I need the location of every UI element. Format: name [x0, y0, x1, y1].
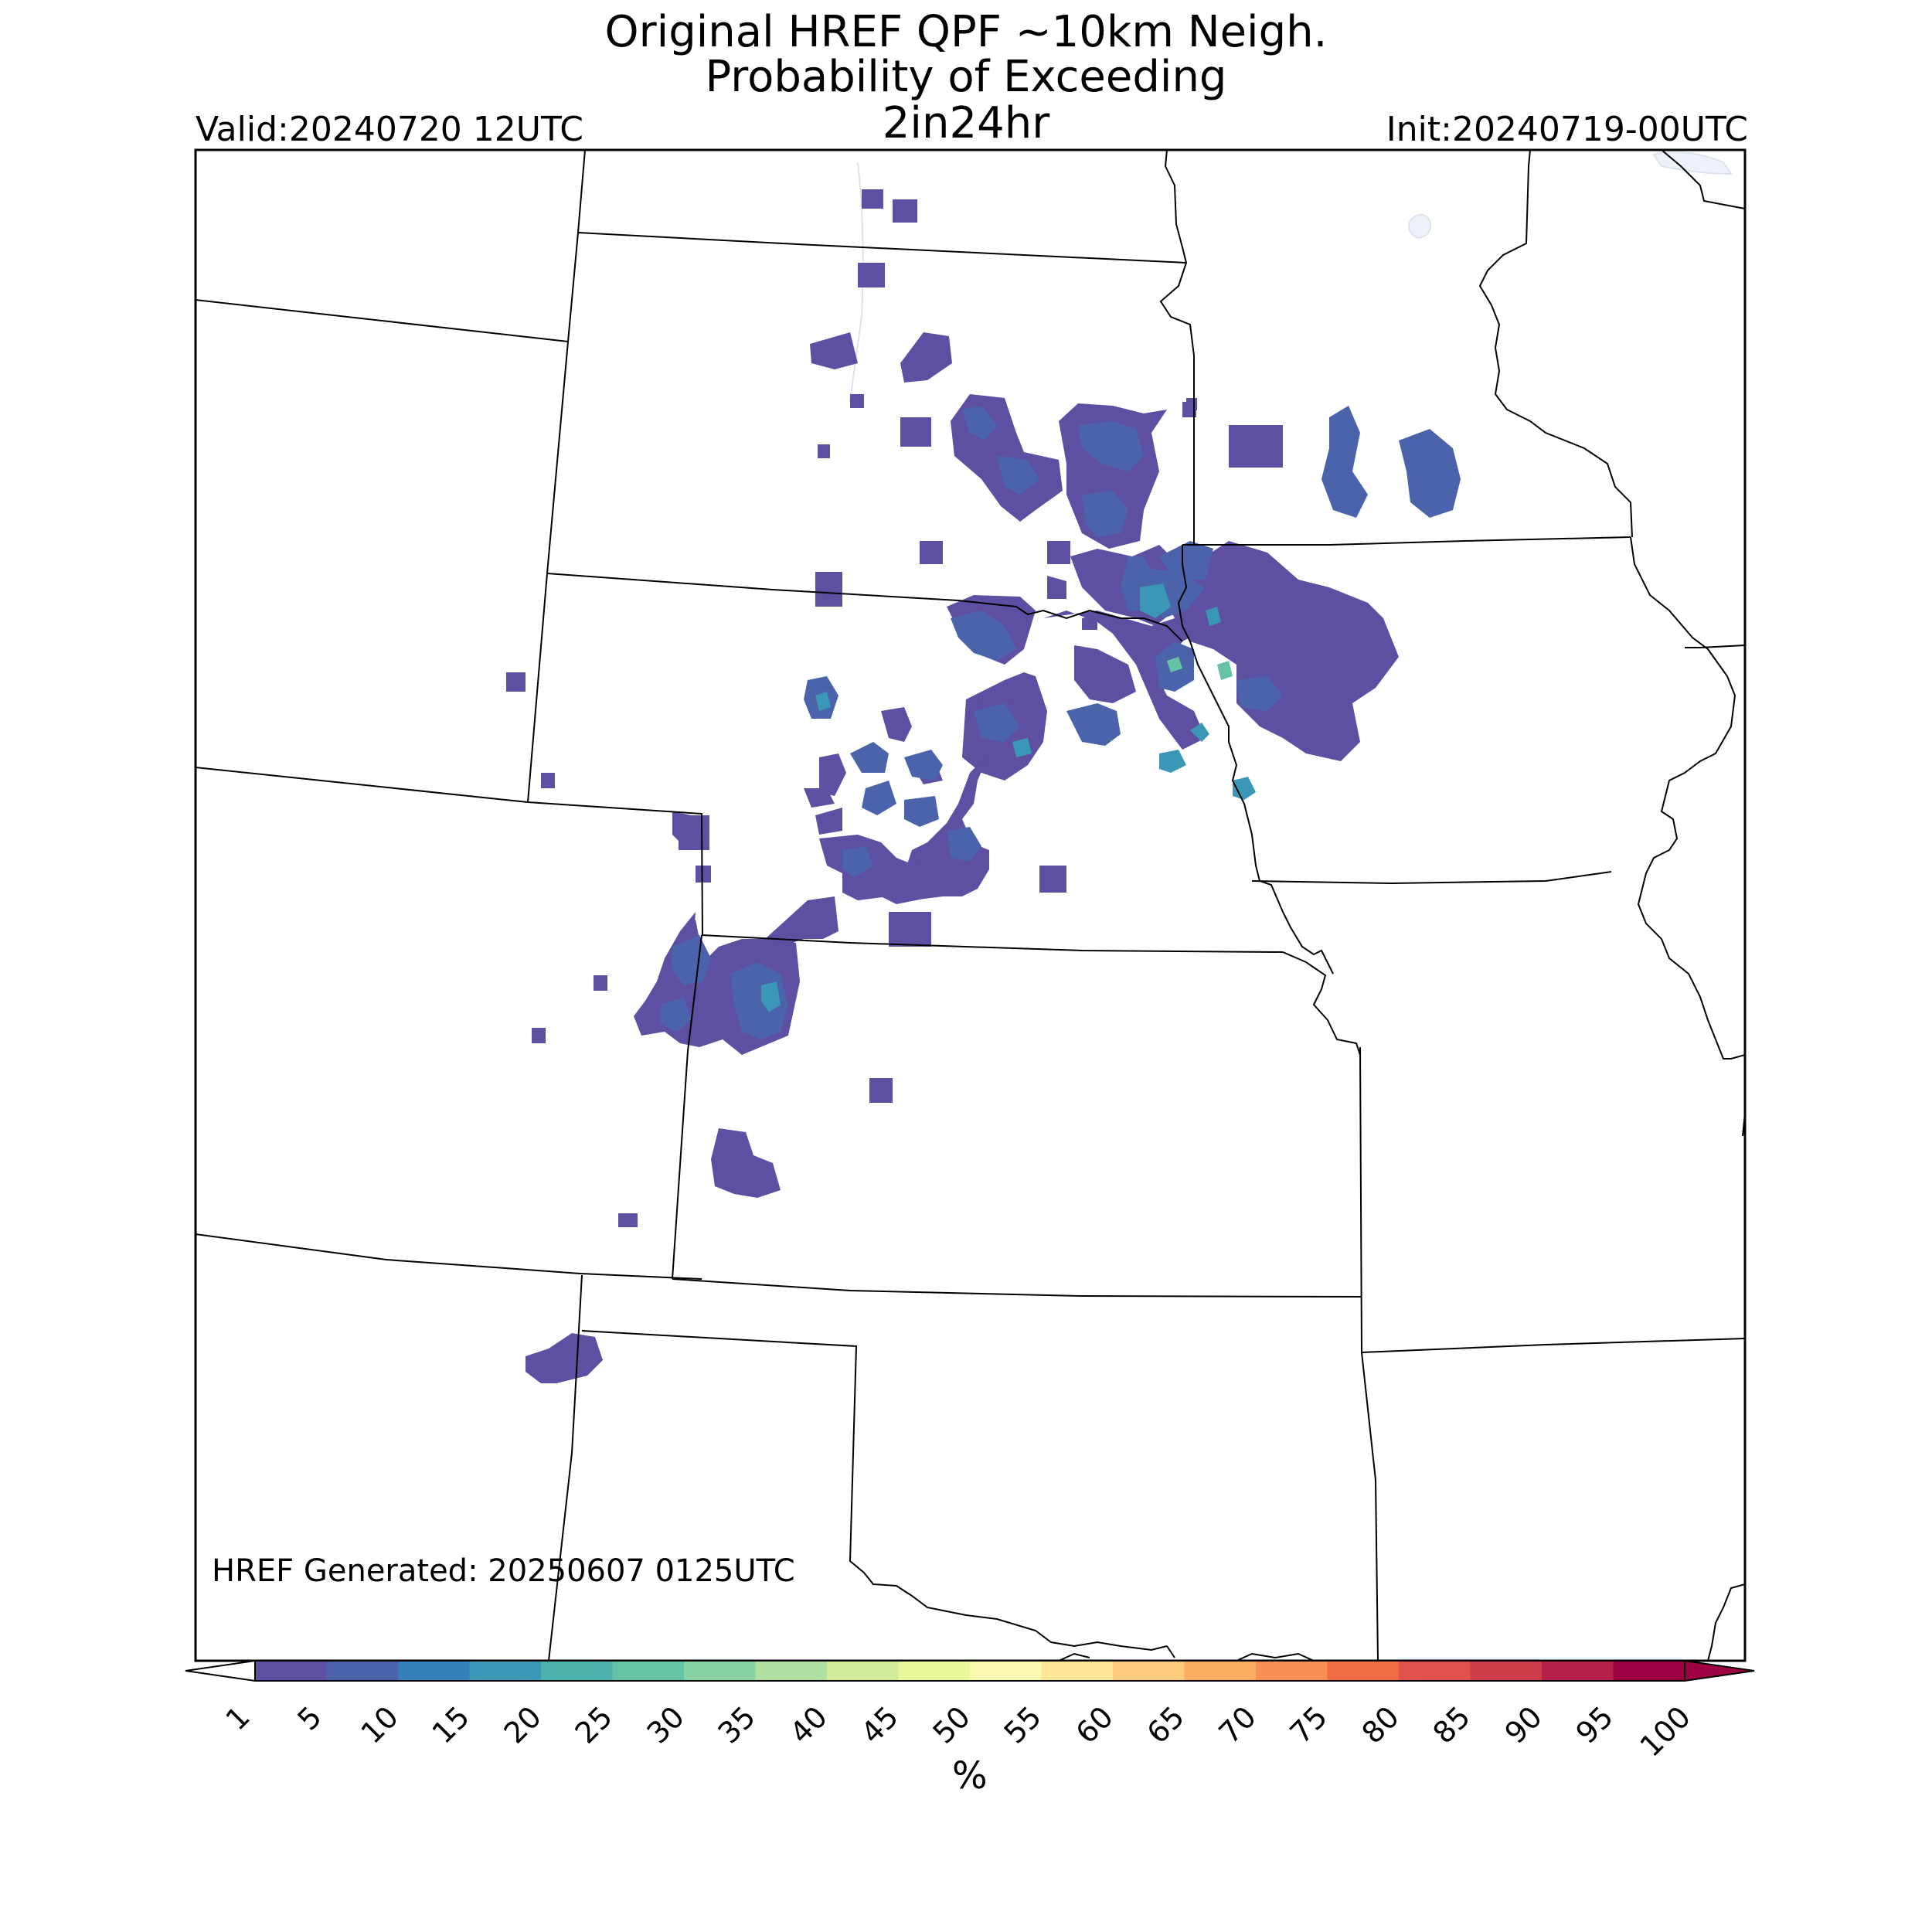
colorbar-segment	[1613, 1661, 1685, 1681]
colorbar-segment	[898, 1661, 971, 1681]
map-title-line1: Original HREF QPF ~10km Neigh.	[604, 7, 1328, 57]
colorbar-segment	[1184, 1661, 1257, 1681]
map-title-line3: 2in24hr	[882, 98, 1050, 148]
colorbar-min-extend	[185, 1659, 256, 1682]
probability-field-mid	[661, 406, 1461, 1039]
colorbar-segment	[541, 1661, 613, 1681]
colorbar-unit-label: %	[952, 1754, 988, 1798]
colorbar-max-extend	[1684, 1659, 1755, 1682]
colorbar-segment	[1470, 1661, 1543, 1681]
colorbar-segment	[1327, 1661, 1400, 1681]
colorbar-segment	[755, 1661, 828, 1681]
colorbar-segment	[326, 1661, 399, 1681]
colorbar-segment	[612, 1661, 685, 1681]
colorbar-segments	[255, 1661, 1685, 1681]
colorbar-segment	[398, 1661, 470, 1681]
probability-field-peak	[1167, 657, 1233, 680]
init-time: Init:20240719-00UTC	[1386, 110, 1748, 149]
valid-time: Valid:20240720 12UTC	[196, 110, 584, 149]
colorbar-segment	[255, 1661, 327, 1681]
water-features	[849, 151, 1733, 403]
colorbar-segment	[970, 1661, 1042, 1681]
colorbar-segment	[1542, 1661, 1614, 1681]
map-title-line2: Probability of Exceeding	[705, 52, 1227, 102]
colorbar-segment	[684, 1661, 756, 1681]
colorbar-segment	[1041, 1661, 1114, 1681]
probability-field-high	[761, 583, 1256, 1012]
colorbar-segment	[827, 1661, 899, 1681]
colorbar-segment	[469, 1661, 542, 1681]
colorbar-segment	[1113, 1661, 1185, 1681]
colorbar-outline	[254, 1660, 1685, 1682]
state-borders	[196, 150, 1745, 1661]
colorbar-segment	[1399, 1661, 1471, 1681]
generated-timestamp: HREF Generated: 20250607 0125UTC	[212, 1553, 795, 1589]
colorbar-segment	[1256, 1661, 1328, 1681]
